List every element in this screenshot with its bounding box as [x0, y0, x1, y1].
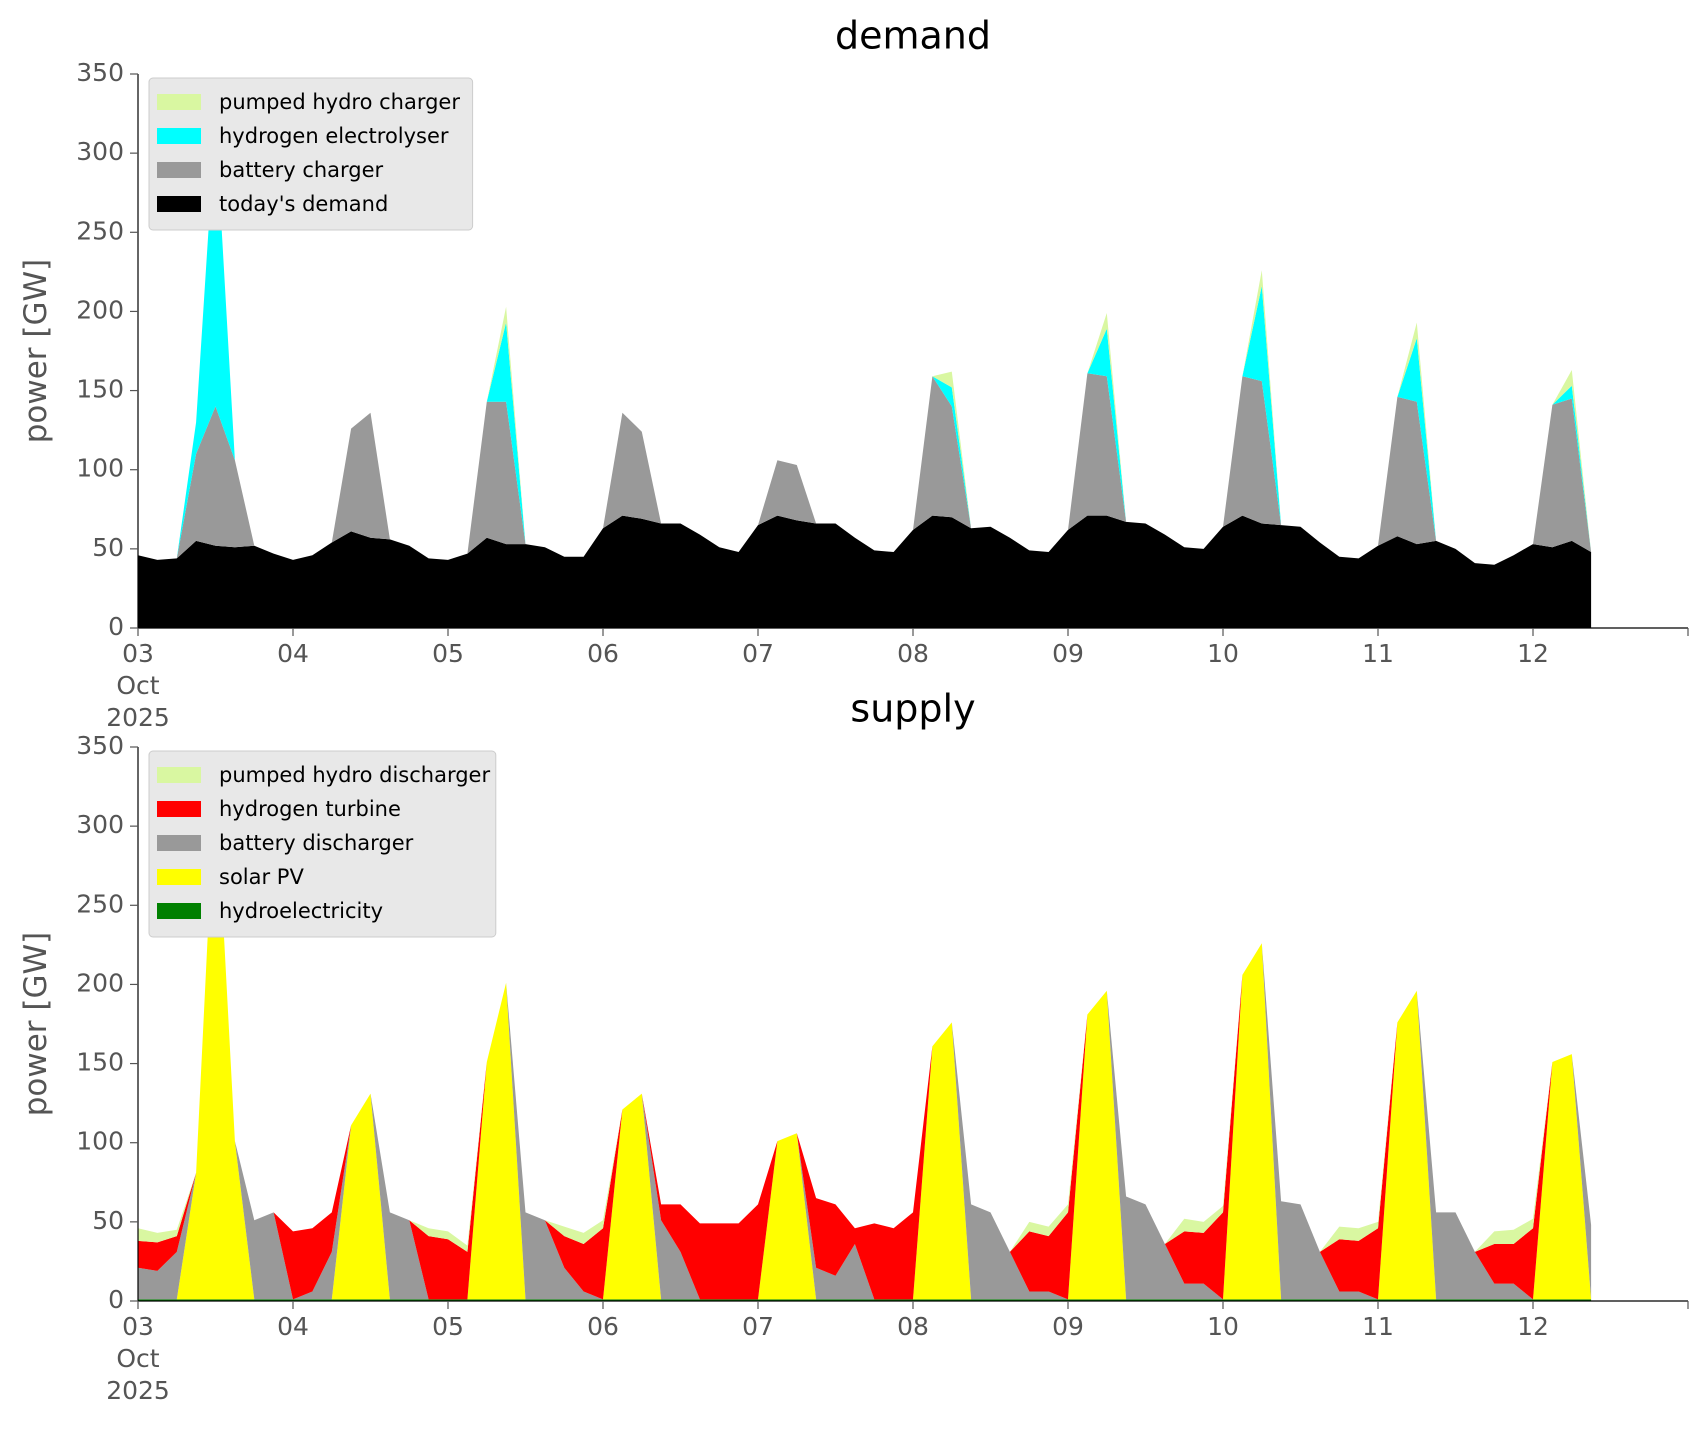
legend-label-hydrogen-turbine: hydrogen turbine [219, 797, 401, 821]
x-tick-label: 04 [277, 1312, 309, 1341]
x-tick-label: 10 [1207, 1312, 1239, 1341]
legend-swatch-today-s-demand [157, 196, 201, 212]
y-tick-label: 250 [76, 216, 124, 245]
x-tick-label: 10 [1207, 639, 1239, 668]
y-tick-label: 0 [108, 612, 124, 641]
x-tick-sublabel: Oct [116, 671, 159, 700]
y-tick-label: 100 [76, 454, 124, 483]
y-tick-label: 100 [76, 1127, 124, 1156]
x-tick-label: 03 [122, 639, 154, 668]
x-tick-label: 11 [1362, 639, 1394, 668]
y-tick-label: 50 [92, 1206, 124, 1235]
x-tick-label: 05 [432, 1312, 464, 1341]
legend-swatch-battery-charger [157, 162, 201, 178]
legend-label-hydrogen-electrolyser: hydrogen electrolyser [219, 124, 449, 148]
legend-box [148, 750, 497, 938]
x-tick-label: 08 [897, 639, 929, 668]
x-tick-label: 05 [432, 639, 464, 668]
legend: pumped hydro discharger hydrogen turbine b… [148, 750, 497, 938]
legend-label-today-s-demand: today's demand [219, 192, 388, 216]
legend-swatch-pumped-hydro-discharger [157, 767, 201, 783]
x-tick-label: 07 [742, 1312, 774, 1341]
legend: pumped hydro charger hydrogen electrolyse… [148, 77, 474, 231]
legend-swatch-hydrogen-electrolyser [157, 128, 201, 144]
legend-box [148, 77, 474, 231]
y-tick-label: 350 [76, 731, 124, 760]
y-tick-label: 300 [76, 137, 124, 166]
area-hydrogen-turbine [138, 777, 1592, 1300]
x-tick-label: 09 [1052, 639, 1084, 668]
x-tick-label: 11 [1362, 1312, 1394, 1341]
area-battery-charger [138, 373, 1592, 565]
y-tick-label: 250 [76, 889, 124, 918]
legend-label-pumped-hydro-discharger: pumped hydro discharger [219, 763, 490, 787]
area-solar-pv [138, 777, 1592, 1300]
area-today-s-demand [138, 515, 1592, 628]
demand-panel: demand 0 50 100 150 200 250 300 350 03 Oct 2025 04 05… [18, 14, 1689, 732]
legend-label-battery-charger: battery charger [219, 158, 384, 182]
y-tick-label: 50 [92, 533, 124, 562]
chart-title: supply [850, 687, 975, 731]
x-tick-label: 06 [587, 639, 619, 668]
legend-swatch-hydroelectricity [157, 903, 201, 919]
y-tick-label: 150 [76, 375, 124, 404]
x-tick-sublabel: 2025 [106, 703, 170, 732]
y-tick-label: 150 [76, 1048, 124, 1077]
chart-title: demand [835, 14, 991, 58]
legend-label-pumped-hydro-charger: pumped hydro charger [219, 90, 460, 114]
x-tick-label: 12 [1517, 1312, 1549, 1341]
legend-label-hydroelectricity: hydroelectricity [219, 899, 383, 923]
legend-swatch-battery-discharger [157, 835, 201, 851]
legend-swatch-hydrogen-turbine [157, 801, 201, 817]
legend-label-battery-discharger: battery discharger [219, 831, 414, 855]
x-tick-label: 03 [122, 1312, 154, 1341]
y-tick-label: 0 [108, 1285, 124, 1314]
x-tick-label: 12 [1517, 639, 1549, 668]
y-tick-label: 350 [76, 58, 124, 87]
x-tick-sublabel: 2025 [106, 1376, 170, 1405]
y-tick-label: 300 [76, 810, 124, 839]
legend-swatch-solar-pv [157, 869, 201, 885]
x-tick-label: 07 [742, 639, 774, 668]
legend-label-solar-pv: solar PV [219, 865, 304, 889]
x-tick-label: 06 [587, 1312, 619, 1341]
area-series-group [138, 121, 1592, 628]
supply-panel: supply 0 50 100 150 200 250 300 350 03 Oct 2025 04 05… [18, 687, 1689, 1405]
legend-swatch-pumped-hydro-charger [157, 94, 201, 110]
x-tick-label: 08 [897, 1312, 929, 1341]
y-axis-label: power [GW] [18, 259, 54, 444]
y-tick-label: 200 [76, 968, 124, 997]
y-axis-label: power [GW] [18, 932, 54, 1117]
x-tick-sublabel: Oct [116, 1344, 159, 1373]
x-tick-label: 04 [277, 639, 309, 668]
area-battery-discharger [138, 777, 1592, 1300]
x-tick-label: 09 [1052, 1312, 1084, 1341]
y-tick-label: 200 [76, 295, 124, 324]
